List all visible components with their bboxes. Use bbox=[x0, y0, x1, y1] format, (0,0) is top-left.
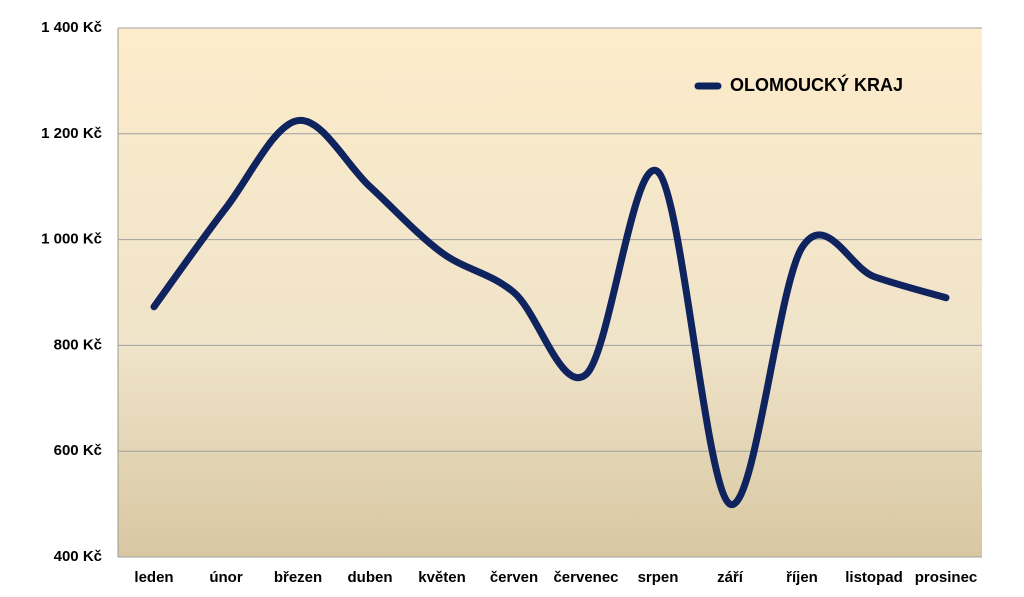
x-tick-label: prosinec bbox=[915, 569, 978, 586]
x-tick-label: únor bbox=[209, 569, 242, 586]
y-tick-label: 400 Kč bbox=[54, 548, 102, 565]
y-tick-label: 800 Kč bbox=[54, 336, 102, 353]
y-tick-label: 1 400 Kč bbox=[41, 19, 102, 36]
x-tick-label: březen bbox=[274, 569, 322, 586]
x-tick-label: listopad bbox=[845, 569, 903, 586]
x-tick-label: září bbox=[717, 569, 744, 586]
x-tick-label: leden bbox=[134, 569, 173, 586]
legend-label: OLOMOUCKÝ KRAJ bbox=[730, 74, 903, 95]
x-tick-label: srpen bbox=[638, 569, 679, 586]
y-tick-label: 1 200 Kč bbox=[41, 125, 102, 142]
x-tick-label: duben bbox=[348, 569, 393, 586]
line bbox=[150, 117, 950, 508]
y-tick-label: 600 Kč bbox=[54, 442, 102, 459]
x-tick-label: červen bbox=[490, 569, 538, 586]
y-tick-label: 1 000 Kč bbox=[41, 231, 102, 248]
x-tick-label: červenec bbox=[553, 569, 618, 586]
plot-area bbox=[118, 28, 982, 557]
x-tick-label: říjen bbox=[786, 569, 818, 586]
x-tick-label: květen bbox=[418, 569, 466, 586]
